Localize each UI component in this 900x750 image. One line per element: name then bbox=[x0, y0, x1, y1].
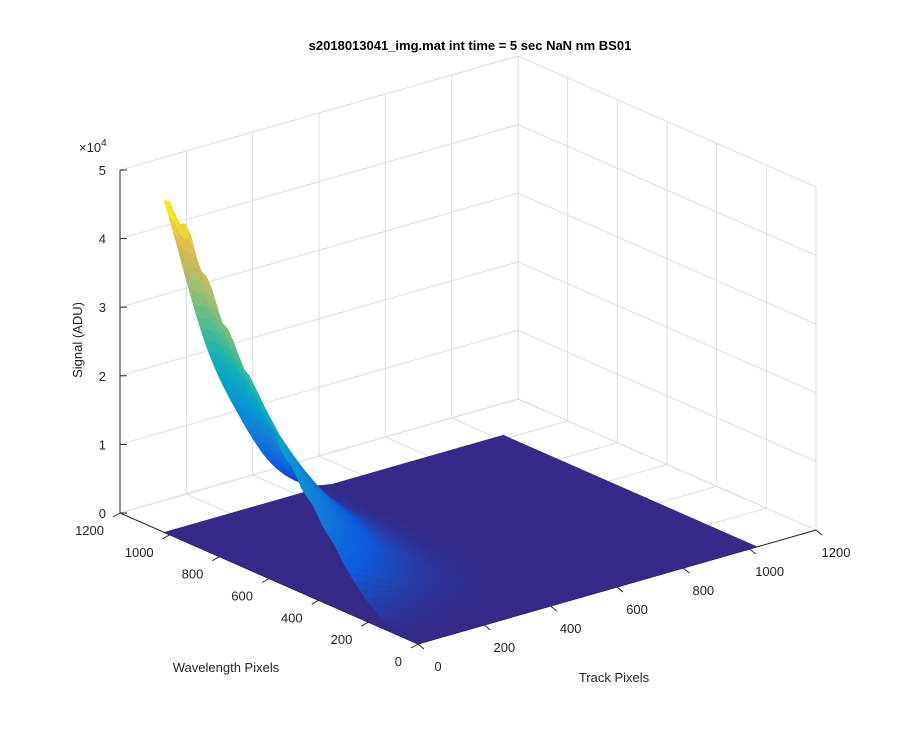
x-tick bbox=[749, 548, 756, 555]
y-tick bbox=[361, 621, 369, 627]
z-tick-label: 3 bbox=[99, 300, 106, 315]
back-wall-grid-z bbox=[119, 55, 519, 171]
x-tick bbox=[417, 643, 425, 650]
surface bbox=[163, 200, 758, 644]
y-tick-label: 800 bbox=[182, 567, 204, 582]
side-wall-grid-z bbox=[517, 192, 817, 325]
x-tick-label: 400 bbox=[560, 621, 582, 636]
back-wall-grid-z bbox=[119, 398, 519, 514]
y-tick-label: 1200 bbox=[75, 523, 104, 538]
side-wall-grid-z bbox=[517, 261, 817, 394]
chart-title: s2018013041_img.mat int time = 5 sec NaN… bbox=[309, 38, 632, 53]
y-axis-label: Wavelength Pixels bbox=[173, 660, 280, 675]
side-wall-grid-z bbox=[517, 55, 817, 188]
x-tick bbox=[484, 624, 491, 631]
y-tick-label: 0 bbox=[395, 654, 402, 669]
x-tick-label: 1000 bbox=[755, 564, 784, 579]
y-tick bbox=[410, 643, 419, 649]
side-wall-grid-z bbox=[517, 124, 817, 257]
z-tick-label: 5 bbox=[99, 163, 106, 178]
labels: 0200400600800100012000200400600800100012… bbox=[75, 163, 850, 674]
x-tick bbox=[815, 529, 823, 536]
y-tick-label: 400 bbox=[281, 610, 303, 625]
z-tick-label: 0 bbox=[99, 506, 106, 521]
back-wall-grid-z bbox=[119, 192, 519, 308]
x-tick-label: 0 bbox=[434, 659, 441, 674]
z-tick-label: 4 bbox=[99, 232, 106, 247]
x-axis-label: Track Pixels bbox=[579, 670, 650, 685]
back-wall-grid-z bbox=[119, 124, 519, 240]
z-tick-label: 2 bbox=[99, 369, 106, 384]
y-tick-label: 1000 bbox=[125, 545, 154, 560]
side-wall-grid-z bbox=[517, 329, 817, 462]
x-tick bbox=[616, 586, 624, 593]
x-tick bbox=[683, 567, 690, 574]
x-tick-label: 1200 bbox=[822, 545, 851, 560]
x-tick-label: 600 bbox=[626, 602, 648, 617]
back-wall-grid-z bbox=[119, 329, 519, 445]
z-tick-label: 1 bbox=[99, 437, 106, 452]
surface-floor bbox=[164, 434, 758, 644]
back-wall-grid-z bbox=[119, 261, 519, 377]
x-tick bbox=[550, 605, 557, 612]
y-tick bbox=[212, 556, 220, 562]
side-wall-grid-z bbox=[517, 398, 817, 531]
z-axis-label: Signal (ADU) bbox=[70, 302, 85, 378]
z-exponent-label: ×104 bbox=[79, 138, 107, 155]
x-tick-label: 200 bbox=[493, 640, 515, 655]
y-tick-label: 600 bbox=[231, 589, 253, 604]
y-tick bbox=[311, 599, 319, 605]
y-tick bbox=[162, 534, 170, 540]
y-tick bbox=[261, 578, 270, 583]
x-tick-label: 800 bbox=[692, 583, 714, 598]
y-tick-label: 200 bbox=[331, 632, 353, 647]
surface-patch bbox=[406, 636, 419, 642]
axes bbox=[112, 169, 823, 650]
y-tick bbox=[112, 512, 121, 518]
